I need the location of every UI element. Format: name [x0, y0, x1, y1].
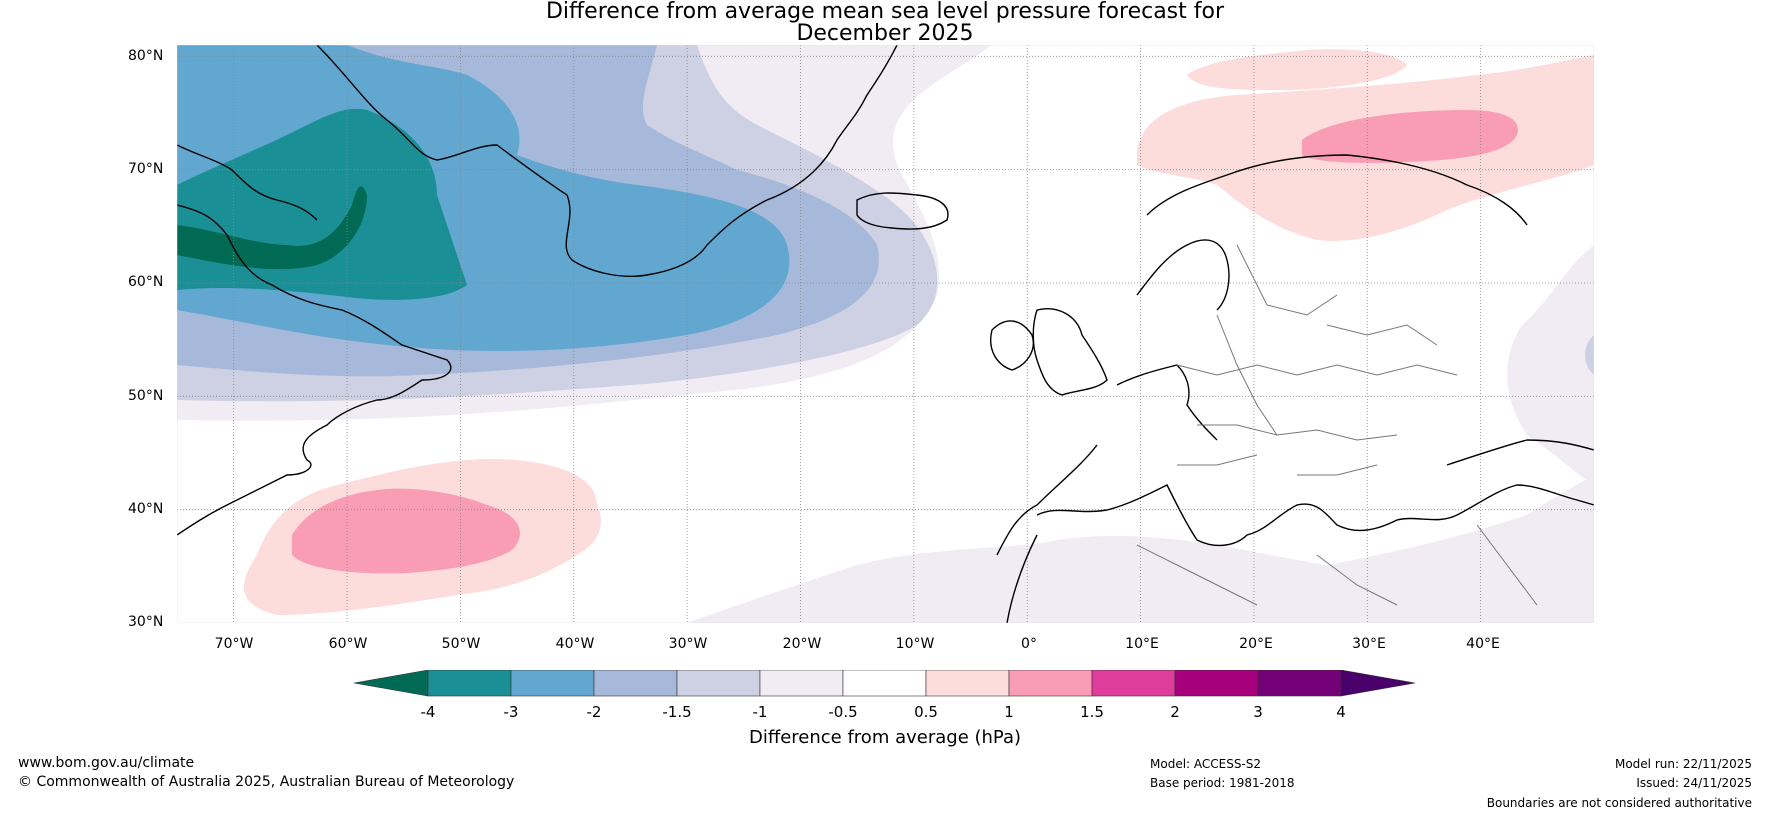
colorbar-tick-4: 4: [1336, 703, 1346, 721]
colorbar-bins: [353, 670, 1416, 697]
lon-label-10e: 10°E: [1125, 636, 1159, 652]
title-line-1: Difference from average mean sea level p…: [545, 0, 1225, 24]
greenland-coast: [316, 45, 898, 277]
colorbar-tick-minus-1: -1: [752, 703, 768, 721]
colorbar-tick-0-5: 0.5: [914, 703, 938, 721]
colorbar-tick-minus-0-5: -0.5: [828, 703, 858, 721]
lon-label-20e: 20°E: [1239, 636, 1273, 652]
lon-label-60w: 60°W: [328, 636, 368, 652]
footer-disclaimer: Boundaries are not considered authoritat…: [1486, 796, 1752, 810]
colorbar-bin: [1008, 670, 1093, 697]
footer-base-period: Base period: 1981-2018: [1150, 776, 1295, 790]
lon-label-30e: 30°E: [1352, 636, 1386, 652]
colorbar-extend-below: [353, 670, 429, 697]
colorbar-tick-1: 1: [1004, 703, 1014, 721]
positive-anomaly-region-northeast: [1137, 49, 1594, 241]
colorbar-bin: [1174, 670, 1259, 697]
colorbar-tick-minus-2: -2: [586, 703, 602, 721]
lon-label-70w: 70°W: [214, 636, 254, 652]
anomaly-band-plus-1-ne: [1302, 110, 1518, 163]
lon-label-30w: 30°W: [668, 636, 708, 652]
lon-label-40w: 40°W: [555, 636, 595, 652]
negative-anomaly-region: [177, 45, 992, 421]
country-borders: [1136, 244, 1538, 606]
anomaly-band-plus-0-5-north: [1187, 49, 1407, 90]
baffin-coast: [177, 144, 318, 221]
colorbar-label: Difference from average (hPa): [748, 727, 1022, 748]
lat-label-30n: 30°N: [128, 614, 164, 630]
lat-label-40n: 40°N: [128, 501, 164, 517]
title-line-2: December 2025: [796, 21, 974, 46]
anomaly-band-minus-0-5-east: [1507, 245, 1594, 485]
lon-label-40e: 40°E: [1466, 636, 1500, 652]
border-lines: [1136, 244, 1538, 606]
anomaly-band-minus-4: [177, 186, 367, 270]
colorbar-tick-1-5: 1.5: [1080, 703, 1104, 721]
colorbar-bin: [1257, 670, 1342, 697]
lon-label-10w: 10°W: [895, 636, 935, 652]
colorbar-bin: [676, 670, 761, 697]
colorbar-bin: [593, 670, 678, 697]
colorbar-tick-3: 3: [1253, 703, 1263, 721]
lat-label-50n: 50°N: [128, 388, 164, 404]
colorbar-tick-minus-4: -4: [420, 703, 436, 721]
lat-label-80n: 80°N: [128, 48, 164, 64]
colorbar-bin: [759, 670, 844, 697]
lon-label-0: 0°: [1021, 636, 1037, 652]
footer-issued: Issued: 24/11/2025: [1636, 776, 1752, 790]
colorbar-bin: [510, 670, 595, 697]
europe-coast: [990, 154, 1594, 623]
lon-label-50w: 50°W: [441, 636, 481, 652]
colorbar-tick-2: 2: [1170, 703, 1180, 721]
colorbar-bin: [427, 670, 512, 697]
footer-website-link[interactable]: www.bom.gov.au/climate: [18, 755, 195, 771]
graticule: [177, 45, 1594, 623]
pressure-anomaly-map: [177, 45, 1594, 623]
canada-coast: [177, 204, 452, 536]
coastlines: [177, 45, 1594, 623]
colorbar-bin: [842, 670, 927, 697]
lat-label-60n: 60°N: [128, 274, 164, 290]
colorbar: [353, 670, 1416, 697]
iceland-coast: [856, 192, 949, 230]
colorbar-extend-above: [1340, 670, 1416, 697]
colorbar-tick-minus-1-5: -1.5: [662, 703, 692, 721]
lat-label-70n: 70°N: [128, 161, 164, 177]
anomaly-band-minus-1-east: [1585, 335, 1594, 375]
lon-label-20w: 20°W: [782, 636, 822, 652]
footer-copyright: © Commonwealth of Australia 2025, Austra…: [18, 774, 515, 790]
colorbar-bin: [1091, 670, 1176, 697]
colorbar-bin: [925, 670, 1010, 697]
footer-model: Model: ACCESS-S2: [1150, 757, 1262, 771]
footer-model-run: Model run: 22/11/2025: [1614, 757, 1752, 771]
colorbar-tick-minus-3: -3: [503, 703, 519, 721]
